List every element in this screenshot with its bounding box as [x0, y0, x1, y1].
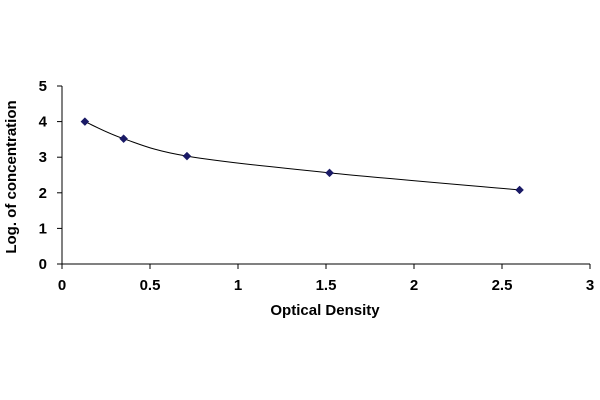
x-tick-label: 1 [234, 277, 242, 294]
y-tick-label: 0 [39, 256, 47, 273]
x-axis-title: Optical Density [270, 302, 380, 319]
axes [61, 86, 590, 265]
x-tick-label: 0.5 [140, 277, 161, 294]
x-tick-label: 0 [58, 277, 66, 294]
y-tick-label: 3 [39, 149, 47, 166]
x-tick-label: 3 [586, 277, 594, 294]
data-point-diamond [515, 185, 524, 195]
y-axis-ticks: 0 1 2 3 4 5 [39, 78, 62, 273]
x-axis-ticks: 0 0.5 1 1.5 2 2.5 3 [58, 264, 594, 294]
data-point-diamond [182, 151, 192, 161]
x-tick-label: 2 [410, 277, 418, 294]
fit-curve [84, 121, 520, 191]
data-point-diamond [119, 134, 128, 144]
y-axis-title: Log. of concentration [3, 100, 20, 253]
y-tick-label: 5 [39, 78, 47, 95]
x-tick-label: 2.5 [492, 277, 513, 294]
x-tick-label: 1.5 [316, 277, 337, 294]
data-points [80, 117, 524, 195]
data-point-diamond [80, 117, 90, 126]
data-point-diamond [325, 168, 334, 178]
y-tick-label: 4 [39, 114, 48, 131]
y-tick-label: 2 [39, 185, 47, 202]
y-tick-label: 1 [39, 220, 47, 237]
